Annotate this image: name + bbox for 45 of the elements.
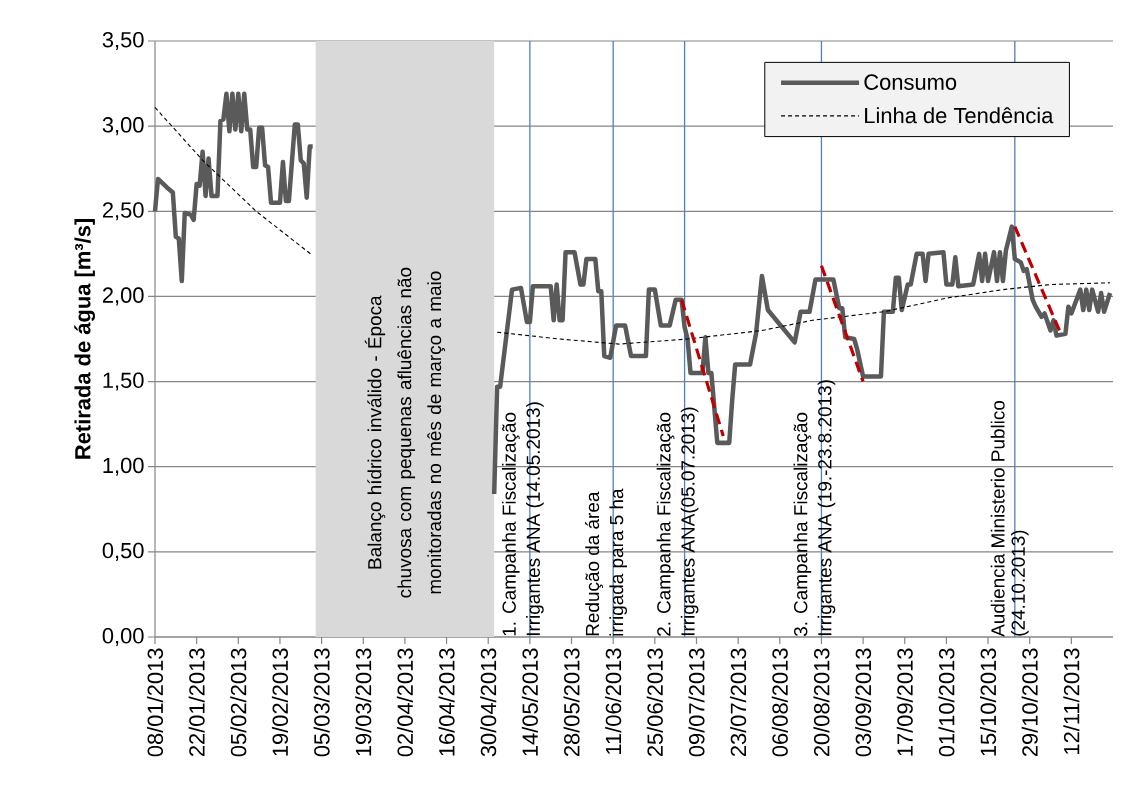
- ref-line-label: 2. Campanha Fiscalização: [656, 412, 675, 636]
- annotation: (24.10.2013): [1011, 530, 1029, 636]
- annotation: Irrigantes ANA(05.07.2013): [680, 407, 699, 636]
- y-tick-label: 1,50: [103, 372, 144, 391]
- x-tick-label: 25/06/2013: [646, 648, 663, 757]
- band-label: Balanço hídrico inválido - Época chuvosa com pequenas afluências não monitoradas no mês de março a maio: [364, 267, 446, 598]
- annotation: irrigada para 5 ha: [609, 488, 628, 636]
- ref-line-label: Audiencia Ministerio Publico: [990, 400, 1005, 637]
- x-tick-label: 02/04/2013: [396, 648, 413, 757]
- annotation: Irrigantes ANA (14.05.2013): [526, 402, 544, 636]
- y-tick-label: 0,50: [102, 542, 144, 561]
- x-tick-label: 29/10/2013: [1021, 648, 1038, 757]
- x-tick-label: 09/07/2013: [688, 648, 705, 757]
- ref-line-label: Redução da área: [585, 491, 603, 636]
- y-tick-label: 2,50: [102, 202, 144, 221]
- y-tick-label: 0,00: [102, 627, 144, 647]
- x-tick-label: 01/10/2013: [938, 648, 955, 757]
- y-tick-label: 3,50: [102, 31, 144, 51]
- y-tick-label: 3,00: [102, 117, 144, 136]
- x-tick-label: 22/01/2013: [188, 648, 205, 757]
- y-axis-title: Retirada de água [m³/s]: [74, 219, 95, 459]
- x-tick-label: 05/03/2013: [313, 648, 330, 757]
- y-tick-label: 2,00: [102, 287, 144, 306]
- annotation: Irrigantes ANA (19.-23.8.2013): [817, 380, 836, 636]
- x-tick-label: 06/08/2013: [771, 648, 788, 757]
- x-tick-label: 08/01/2013: [146, 648, 164, 757]
- ref-line-label: 1. Campanha Fiscalização: [501, 412, 520, 636]
- x-tick-label: 11/06/2013: [605, 648, 622, 754]
- x-tick-label: 12/11/2013: [1063, 648, 1080, 754]
- x-tick-label: 19/02/2013: [271, 648, 289, 756]
- x-tick-label: 03/09/2013: [855, 648, 872, 757]
- y-tick-label: 1,00: [103, 457, 144, 476]
- x-tick-label: 28/05/2013: [563, 648, 580, 757]
- legend-label: Consumo: [864, 74, 957, 90]
- x-tick-label: 15/10/2013: [980, 648, 997, 756]
- x-tick-label: 14/05/2013: [521, 648, 538, 756]
- x-tick-label: 05/02/2013: [230, 648, 247, 757]
- x-tick-label: 17/09/2013: [896, 648, 913, 756]
- legend-label: Linha de Tendência: [865, 107, 1054, 124]
- x-tick-label: 19/03/2013: [355, 648, 372, 756]
- x-tick-label: 30/04/2013: [480, 648, 497, 757]
- ref-line-label: 3. Campanha Fiscalização: [793, 412, 812, 637]
- x-tick-label: 23/07/2013: [730, 648, 747, 757]
- x-tick-label: 20/08/2013: [813, 648, 830, 757]
- x-tick-label: 16/04/2013: [438, 648, 455, 756]
